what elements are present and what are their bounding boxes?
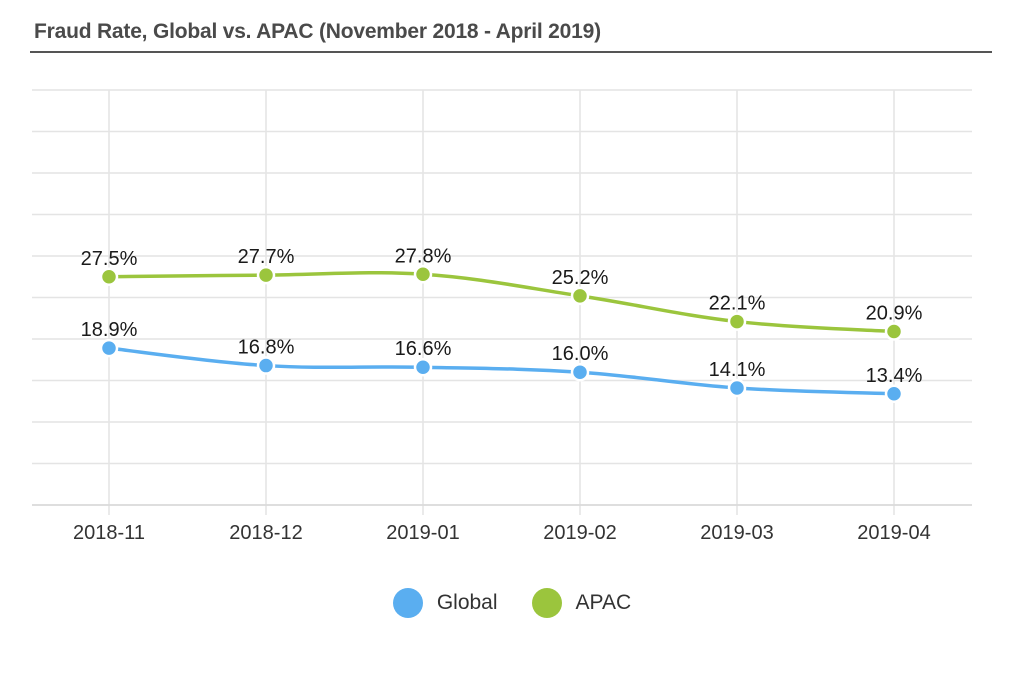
- grid-lines: [32, 89, 972, 515]
- data-label-global: 13.4%: [866, 365, 923, 387]
- data-point-global: [727, 378, 747, 398]
- data-label-apac: 25.2%: [552, 267, 609, 289]
- data-point-apac: [884, 322, 904, 341]
- chart-title: Fraud Rate, Global vs. APAC (November 20…: [34, 20, 601, 43]
- data-point-global: [570, 362, 590, 382]
- data-point-apac: [256, 265, 276, 285]
- series-line-global: [107, 346, 896, 396]
- data-label-global: 14.1%: [709, 359, 766, 381]
- data-label-apac: 22.1%: [709, 293, 766, 315]
- data-point-apac: [99, 267, 119, 286]
- data-point-global: [99, 338, 119, 358]
- data-label-apac: 27.8%: [395, 245, 452, 267]
- x-tick-label: 2019-04: [857, 522, 930, 544]
- legend-label-global: Global: [436, 591, 498, 614]
- data-label-global: 18.9%: [81, 319, 138, 341]
- data-point-global: [884, 384, 904, 404]
- legend: Global APAC: [0, 588, 1024, 618]
- x-axis: 2018-11 2018-12 2019-01 2019-02 2019-03 2019-…: [73, 522, 931, 544]
- data-point-apac: [727, 312, 747, 331]
- data-label-apac: 27.5%: [81, 248, 138, 270]
- data-label-global: 16.6%: [395, 338, 452, 360]
- data-point-apac: [570, 286, 590, 306]
- x-tick-label: 2018-11: [73, 522, 145, 544]
- x-tick-label: 2019-01: [386, 522, 459, 544]
- data-label-apac: 27.7%: [238, 246, 295, 268]
- series-points: [99, 265, 904, 404]
- legend-swatch-apac: [531, 588, 562, 618]
- legend-item-global[interactable]: Global: [392, 588, 498, 618]
- data-label-apac: 20.9%: [866, 303, 923, 325]
- legend-swatch-global: [392, 588, 423, 618]
- data-point-global: [413, 357, 433, 377]
- x-tick-label: 2019-03: [700, 522, 773, 544]
- title-divider: [30, 51, 992, 53]
- data-point-apac: [413, 265, 433, 284]
- data-point-global: [256, 356, 276, 375]
- x-tick-label: 2019-02: [543, 522, 616, 544]
- x-tick-label: 2018-12: [229, 522, 302, 544]
- series-line-apac: [107, 270, 896, 334]
- series-lines: [107, 270, 896, 396]
- legend-item-apac[interactable]: APAC: [531, 588, 632, 618]
- legend-label-apac: APAC: [575, 591, 632, 614]
- data-label-global: 16.0%: [552, 343, 609, 365]
- data-label-global: 16.8%: [238, 337, 295, 359]
- data-labels: 18.9% 16.8% 16.6% 16.0% 14.1% 13.4% 27.5% 27.7%…: [81, 245, 923, 387]
